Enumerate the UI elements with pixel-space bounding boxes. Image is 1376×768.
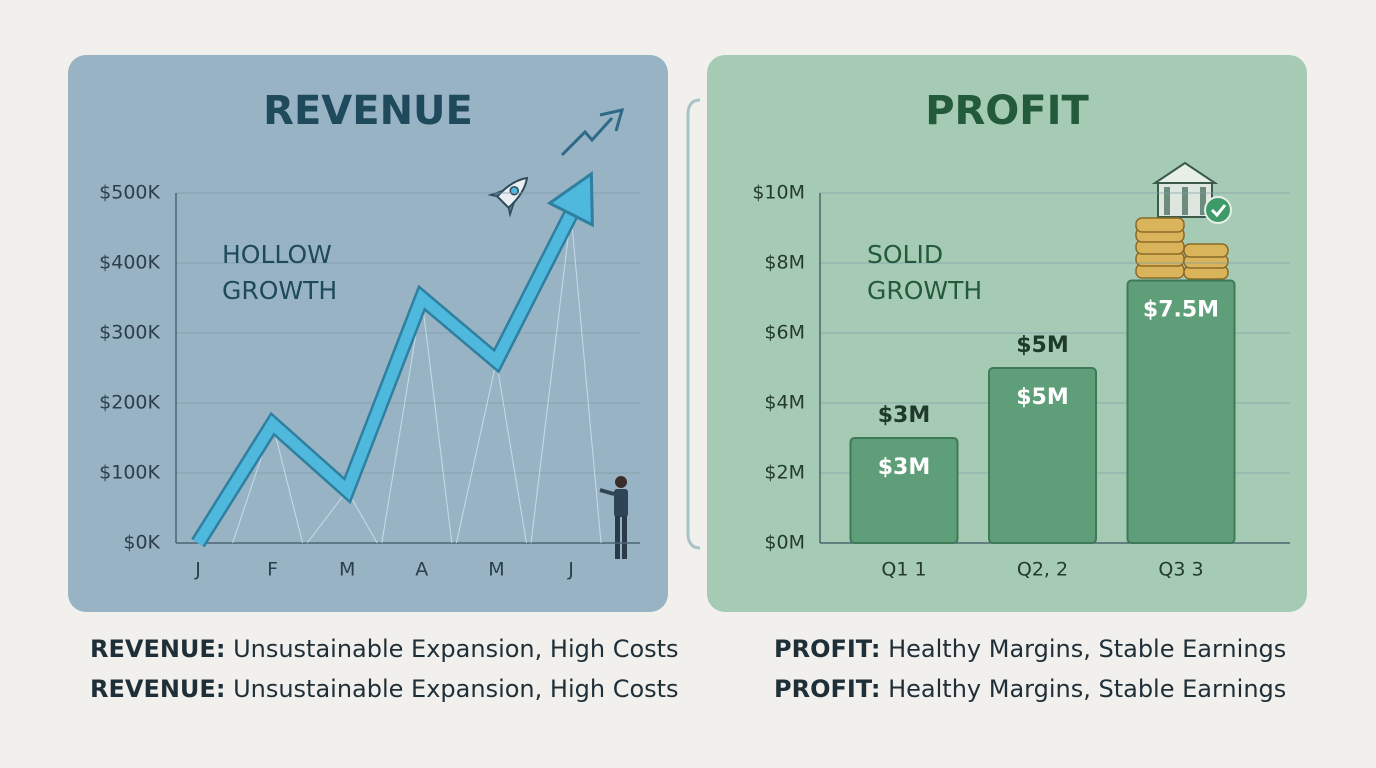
caption: REVENUE: Unsustainable Expansion, High C…: [90, 635, 679, 663]
web-line: [421, 297, 453, 544]
annotation: HOLLOW GROWTH: [222, 240, 337, 305]
annotation-line: GROWTH: [867, 276, 982, 305]
x-tick-label: J: [567, 559, 574, 581]
web-line: [495, 360, 527, 544]
caption: PROFIT: Healthy Margins, Stable Earnings: [774, 675, 1286, 703]
caption-text: Unsustainable Expansion, High Costs: [233, 675, 679, 703]
y-tick-label: $10M: [752, 182, 805, 204]
y-tick-label: $400K: [99, 252, 160, 274]
caption-text: Healthy Margins, Stable Earnings: [888, 675, 1286, 703]
y-tick-label: $300K: [99, 322, 160, 344]
y-tick-label: $2M: [764, 462, 805, 484]
caption-label: REVENUE:: [90, 635, 225, 663]
web-line: [570, 213, 602, 544]
web-line: [530, 213, 572, 544]
x-tick-label: J: [194, 559, 201, 581]
value-label: $3M: [878, 455, 931, 480]
x-tick-label: Q2, 2: [1017, 559, 1068, 581]
value-label: $5M: [1016, 385, 1069, 410]
caption-label: PROFIT:: [774, 675, 880, 703]
bar: [1126, 279, 1236, 544]
x-tick-label: Q1 1: [881, 559, 926, 581]
bar: [849, 437, 959, 544]
trend-icon: [560, 107, 625, 157]
caption: PROFIT: Healthy Margins, Stable Earnings: [774, 635, 1286, 663]
coins-icon: [1135, 217, 1229, 280]
x-tick-label: M: [488, 559, 504, 581]
caption-text: Healthy Margins, Stable Earnings: [888, 635, 1286, 663]
x-tick-label: A: [415, 559, 428, 581]
chart-title: REVENUE: [263, 88, 473, 134]
web-line: [306, 490, 348, 544]
web-line: [455, 360, 497, 544]
y-tick-label: $6M: [764, 322, 805, 344]
y-tick-label: $0K: [123, 532, 160, 554]
line: [193, 211, 576, 546]
y-tick-label: $200K: [99, 392, 160, 414]
value-label-above: $5M: [1016, 333, 1069, 358]
annotation-line: SOLID: [867, 240, 943, 269]
caption-label: PROFIT:: [774, 635, 880, 663]
y-tick-label: $500K: [99, 182, 160, 204]
caption-space: [225, 675, 233, 703]
person-icon: [599, 476, 628, 559]
y-tick-label: $4M: [764, 392, 805, 414]
caption-space: [880, 635, 888, 663]
annotation: SOLID GROWTH: [867, 240, 982, 305]
arrow-head: [546, 171, 594, 228]
y-tick-label: $0M: [764, 532, 805, 554]
caption-label: REVENUE:: [90, 675, 225, 703]
caption-space: [225, 635, 233, 663]
caption-text: Unsustainable Expansion, High Costs: [233, 635, 679, 663]
y-tick-label: $100K: [99, 462, 160, 484]
bar: [988, 367, 1097, 544]
x-tick-label: M: [339, 559, 355, 581]
chart-title: PROFIT: [925, 88, 1089, 134]
web-line: [381, 297, 423, 544]
x-tick-label: F: [267, 559, 278, 581]
annotation-line: HOLLOW: [222, 240, 332, 269]
caption: REVENUE: Unsustainable Expansion, High C…: [90, 675, 679, 703]
y-tick-label: $8M: [764, 252, 805, 274]
x-tick-label: Q3 3: [1158, 559, 1203, 581]
bank-icon: [1151, 161, 1232, 224]
web-line: [272, 423, 304, 544]
caption-space: [880, 675, 888, 703]
annotation-line: GROWTH: [222, 276, 337, 305]
value-label: $7.5M: [1143, 298, 1219, 323]
value-label-above: $3M: [878, 403, 931, 428]
connector: [686, 98, 701, 550]
